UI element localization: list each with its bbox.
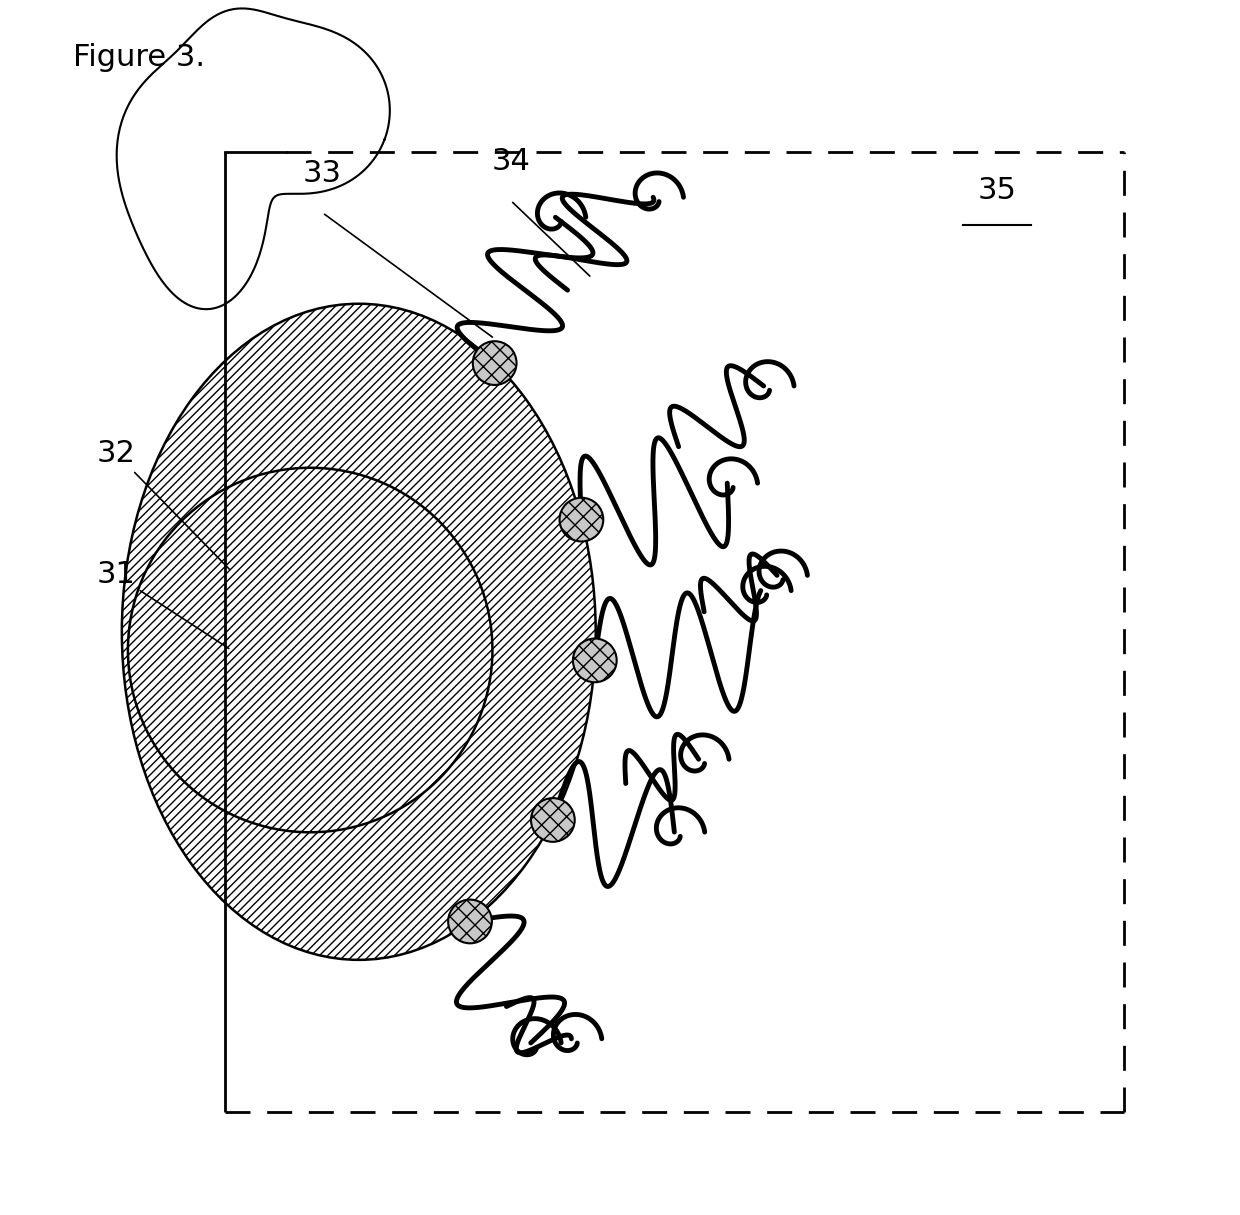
Text: 34: 34	[491, 147, 529, 176]
Circle shape	[559, 498, 604, 542]
Circle shape	[531, 798, 574, 842]
Circle shape	[472, 341, 517, 385]
Text: 31: 31	[97, 560, 229, 649]
Ellipse shape	[122, 304, 595, 960]
Circle shape	[448, 899, 492, 943]
Text: 35: 35	[977, 176, 1016, 205]
Text: 32: 32	[97, 439, 229, 569]
Circle shape	[128, 468, 492, 832]
Text: 33: 33	[303, 159, 342, 188]
Text: Figure 3.: Figure 3.	[73, 43, 206, 72]
Circle shape	[573, 639, 616, 683]
